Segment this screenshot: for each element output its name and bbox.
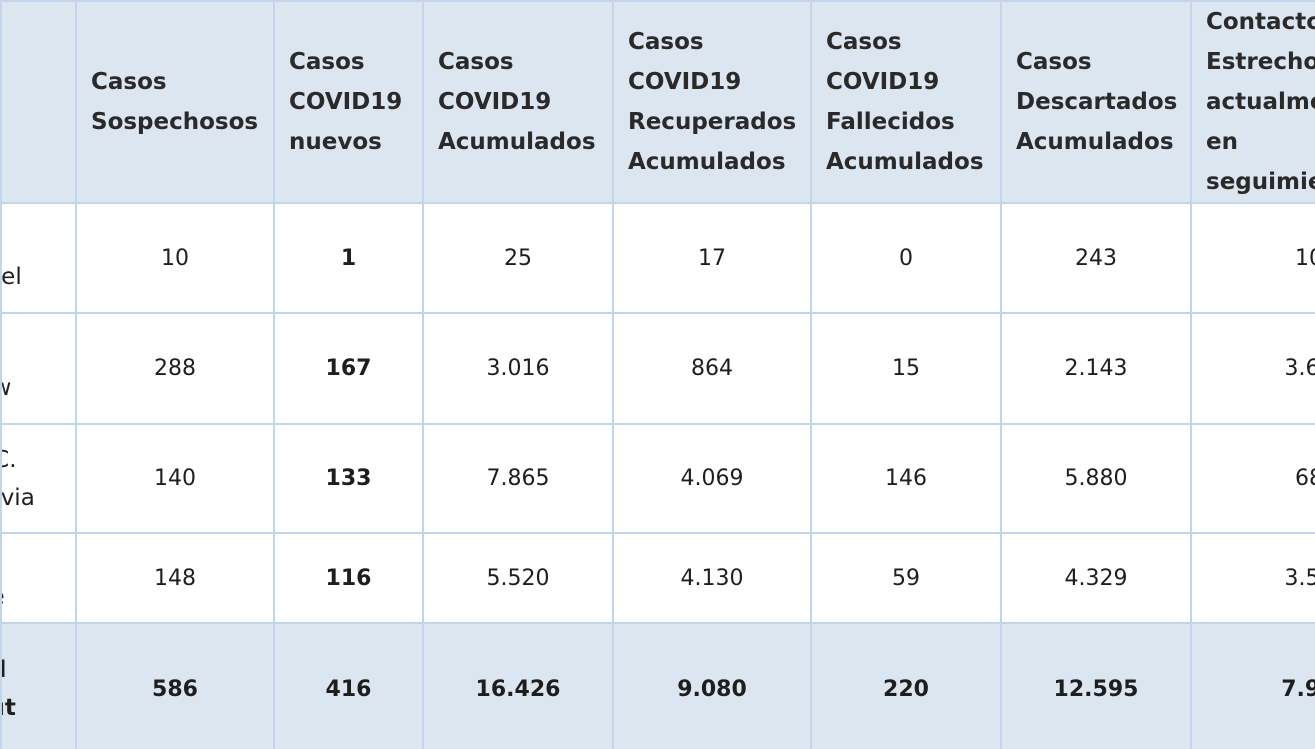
- value-cell: 167: [273, 312, 424, 425]
- value-cell: 17: [612, 202, 812, 314]
- value-cell: 59: [810, 532, 1002, 624]
- value-cell: 133: [273, 423, 424, 534]
- row-label-cell: tal but: [0, 622, 77, 749]
- value-cell: 105: [1190, 202, 1315, 314]
- row-label-cell: P. rte: [0, 532, 77, 624]
- value-cell: 680: [1190, 423, 1315, 534]
- value-cell: 5.520: [422, 532, 614, 624]
- row-label: P. quel: [1, 264, 22, 290]
- row-label-cell: P C. davia: [0, 423, 77, 534]
- header-cell: Casos Sospechosos: [75, 0, 275, 204]
- row-label-cell: P. lew: [0, 312, 77, 425]
- header-cell: [0, 0, 77, 204]
- row-label: P. lew: [3, 331, 74, 407]
- header-cell: Casos COVID19 Recuperados Acumulados: [612, 0, 812, 204]
- value-cell: 5.880: [1000, 423, 1192, 534]
- value-cell: 220: [810, 622, 1002, 749]
- value-cell: 1: [273, 202, 424, 314]
- header-cell: Casos COVID19 Fallecidos Acumulados: [810, 0, 1002, 204]
- value-cell: 116: [273, 532, 424, 624]
- row-label: tal but: [3, 657, 16, 721]
- header-cell: Casos COVID19 Acumulados: [422, 0, 614, 204]
- value-cell: 3.677: [1190, 312, 1315, 425]
- table-row: P. quel 10125170243105: [0, 202, 1315, 314]
- value-cell: 9.080: [612, 622, 812, 749]
- value-cell: 586: [75, 622, 275, 749]
- value-cell: 140: [75, 423, 275, 534]
- value-cell: 12.595: [1000, 622, 1192, 749]
- value-cell: 416: [273, 622, 424, 749]
- header-cell: Casos Descartados Acumulados: [1000, 0, 1192, 204]
- value-cell: 148: [75, 532, 275, 624]
- row-label-cell: P. quel: [0, 202, 77, 314]
- header-cell: Contacto Estrecho actualme en seguimie: [1190, 0, 1315, 204]
- value-cell: 864: [612, 312, 812, 425]
- header-row: Casos Sospechosos Casos COVID19 nuevos Cas…: [0, 0, 1315, 204]
- value-cell: 3.016: [422, 312, 614, 425]
- value-cell: 4.069: [612, 423, 812, 534]
- value-cell: 7.971: [1190, 622, 1315, 749]
- value-cell: 146: [810, 423, 1002, 534]
- value-cell: 288: [75, 312, 275, 425]
- row-label: P. rte: [3, 540, 74, 616]
- value-cell: 25: [422, 202, 614, 314]
- table-body: P. quel10125170243105P. lew2881673.01686…: [0, 202, 1315, 749]
- value-cell: 3.509: [1190, 532, 1315, 624]
- value-cell: 15: [810, 312, 1002, 425]
- value-cell: 4.130: [612, 532, 812, 624]
- value-cell: 16.426: [422, 622, 614, 749]
- value-cell: 7.865: [422, 423, 614, 534]
- header-cell: Casos COVID19 nuevos: [273, 0, 424, 204]
- row-label: P C. davia: [1, 446, 35, 511]
- value-cell: 2.143: [1000, 312, 1192, 425]
- value-cell: 4.329: [1000, 532, 1192, 624]
- value-cell: 243: [1000, 202, 1192, 314]
- value-cell: 0: [810, 202, 1002, 314]
- value-cell: 10: [75, 202, 275, 314]
